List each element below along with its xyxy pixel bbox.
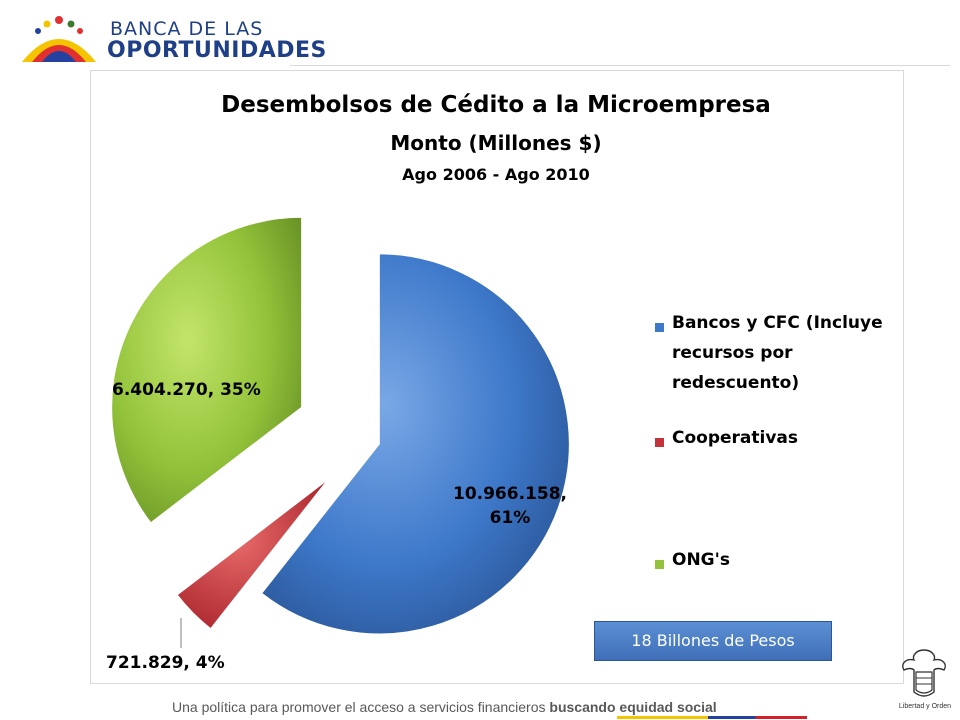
legend-item-cooperativas: Cooperativas [655, 428, 912, 453]
slice-label-bancos: 10.966.158, 61% [452, 484, 567, 528]
header-divider [290, 65, 950, 66]
bank-logo: BANCA DE LAS OPORTUNIDADES [14, 6, 326, 66]
chart-title: Desembolsos de Cédito a la Microempresa [221, 92, 771, 118]
total-callout: 18 Billones de Pesos [594, 621, 832, 661]
chart-area [90, 70, 904, 684]
pie-slice-cooperativas [176, 478, 329, 630]
flag-underline [617, 716, 807, 719]
brand-line2: OPORTUNIDADES [107, 38, 327, 63]
chart-period: Ago 2006 - Ago 2010 [402, 165, 590, 184]
legend-swatch-ongs [655, 560, 664, 569]
pie-slice-bancos [261, 253, 570, 635]
legend-item-ongs: ONG's [655, 550, 912, 575]
legend-label-cooperativas: Cooperativas [672, 428, 799, 448]
slice-label-cooperativas: 721.829, 4% [106, 653, 225, 673]
legend-item-bancos: Bancos y CFC (Incluye recursos por redes… [655, 313, 912, 398]
slice-label-ongs: 6.404.270, 35% [112, 380, 261, 400]
chart-subtitle: Monto (Millones $) [390, 131, 602, 155]
sunrise-logo-icon [22, 16, 96, 62]
legend-swatch-cooperativas [655, 438, 664, 447]
legend-swatch-bancos [655, 323, 664, 332]
coat-of-arms-icon [902, 649, 946, 697]
legend-label-bancos: Bancos y CFC (Incluye recursos por redes… [672, 313, 883, 393]
footer-text: Una política para promover el acceso a s… [172, 699, 550, 715]
coat-caption: Libertad y Orden [898, 703, 952, 710]
legend-label-ongs: ONG's [672, 550, 730, 570]
footer-slogan: Una política para promover el acceso a s… [172, 699, 717, 715]
pie-slice-ongs [111, 216, 303, 524]
brand-line1: BANCA DE LAS [110, 18, 264, 40]
footer-emphasis: buscando equidad social [549, 699, 717, 715]
